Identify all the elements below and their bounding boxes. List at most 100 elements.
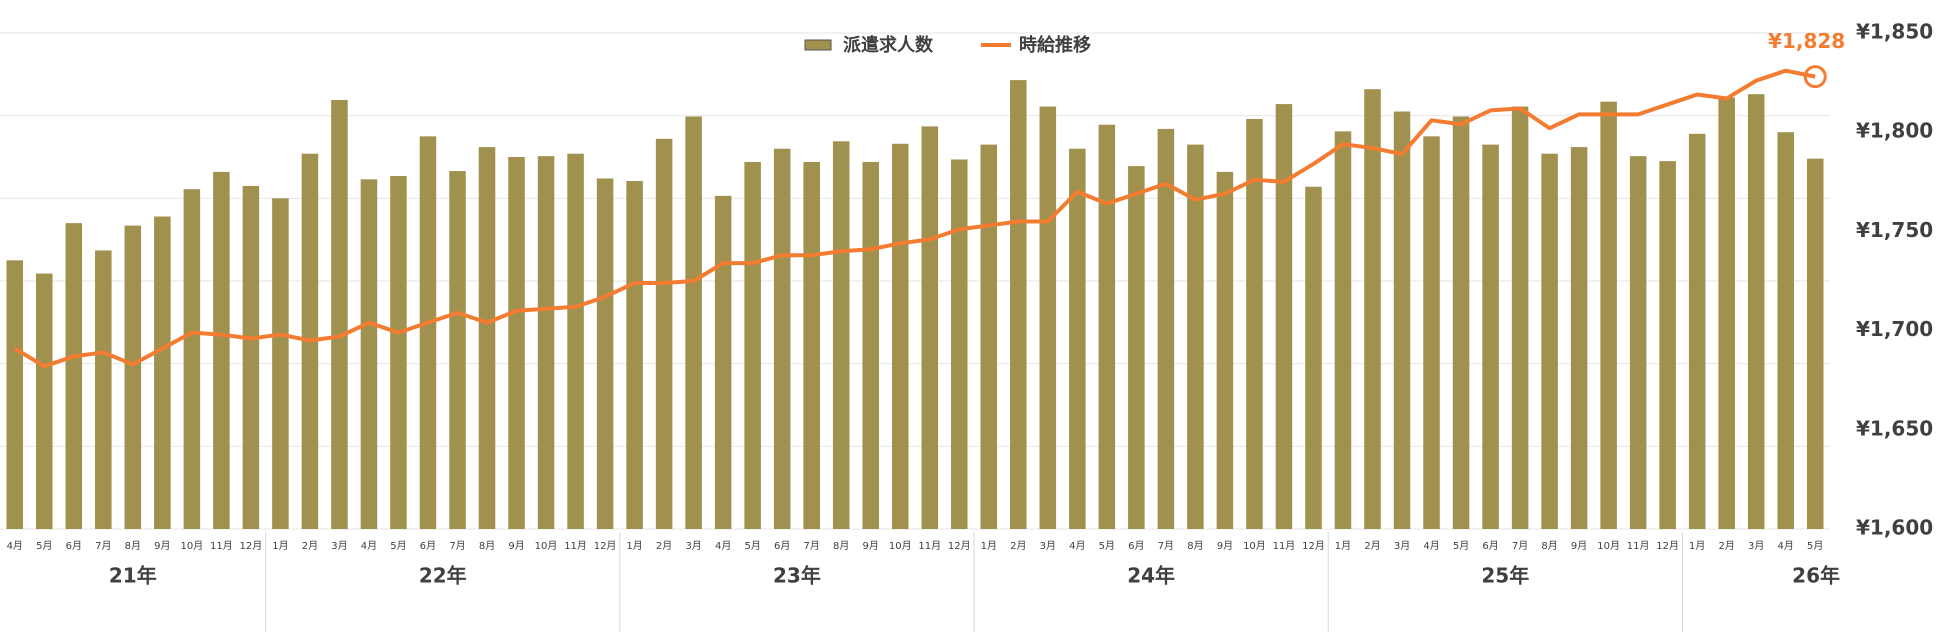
bar (449, 171, 466, 529)
bar (773, 148, 791, 529)
bar (1600, 101, 1617, 529)
x-tick-label: 5月 (1453, 540, 1469, 552)
x-tick-label: 9月 (508, 540, 524, 552)
bar (331, 99, 348, 530)
x-tick-label: 4月 (361, 540, 377, 552)
bar (1718, 97, 1735, 529)
x-tick-label: 8月 (1187, 540, 1203, 552)
end-marker (1803, 65, 1827, 89)
x-tick-label: 5月 (390, 540, 406, 552)
x-tick-label: 12月 (1302, 540, 1325, 552)
bar (537, 156, 555, 529)
bar (862, 161, 879, 529)
x-tick-label: 11月 (1273, 540, 1296, 552)
x-tick-label: 1月 (1689, 540, 1705, 552)
bar (655, 138, 673, 529)
x-tick-label: 1月 (1335, 540, 1351, 552)
x-tick-label: 4月 (715, 540, 731, 552)
bar (1806, 158, 1824, 530)
bar (1688, 133, 1706, 529)
bar (1039, 106, 1057, 529)
x-tick-label: 7月 (95, 540, 111, 552)
bar (508, 157, 525, 529)
x-tick-label: 3月 (685, 540, 701, 552)
bar (478, 147, 496, 529)
bar (1098, 124, 1116, 529)
x-tick-label: 11月 (1627, 540, 1650, 552)
bar (36, 273, 53, 529)
x-tick-label: 3月 (1748, 540, 1764, 552)
x-tick-label: 10月 (535, 540, 558, 552)
group-label: 23年 (773, 564, 821, 588)
x-tick-label: 5月 (1807, 540, 1823, 552)
bar (596, 178, 614, 529)
x-tick-label: 6月 (1482, 540, 1498, 552)
x-tick-label: 2月 (1364, 540, 1380, 552)
x-tick-label: 7月 (804, 540, 820, 552)
x-tick-label: 8月 (125, 540, 141, 552)
bar (1747, 94, 1765, 529)
group-label: 25年 (1481, 564, 1529, 588)
group-label: 26年 (1792, 564, 1840, 588)
x-tick-label: 8月 (479, 540, 495, 552)
x-tick-label: 2月 (1010, 540, 1026, 552)
bar (242, 185, 260, 529)
bar (154, 216, 171, 529)
x-tick-label: 3月 (1394, 540, 1410, 552)
y2-tick-label: ¥1,850 (1856, 20, 1933, 44)
bar (1216, 171, 1234, 529)
x-tick-label: 6月 (420, 540, 436, 552)
x-tick-label: 12月 (948, 540, 971, 552)
bar (1187, 144, 1204, 529)
x-tick-label: 10月 (1243, 540, 1266, 552)
bar (6, 260, 24, 529)
x-tick-label: 11月 (918, 540, 941, 552)
bar (1246, 118, 1263, 530)
bar (1423, 136, 1440, 530)
x-tick-label: 9月 (154, 540, 170, 552)
group-label: 21年 (109, 564, 157, 588)
group-label: 22年 (419, 564, 467, 588)
x-tick-label: 2月 (656, 540, 672, 552)
x-tick-label: 1月 (981, 540, 997, 552)
x-tick-label: 6月 (66, 540, 82, 552)
x-tick-label: 7月 (1158, 540, 1174, 552)
bar (1482, 144, 1499, 529)
bar (744, 161, 761, 529)
x-tick-label: 6月 (1128, 540, 1144, 552)
bar (1128, 166, 1145, 530)
x-tick-label: 8月 (833, 540, 849, 552)
bar (1541, 153, 1558, 529)
x-tick-label: 12月 (1656, 540, 1679, 552)
bar (1010, 80, 1027, 530)
bar (1393, 111, 1411, 530)
bar (980, 144, 998, 529)
x-tick-label: 1月 (272, 540, 288, 552)
x-tick-label: 5月 (36, 540, 52, 552)
bar (124, 225, 142, 529)
bar (951, 159, 968, 530)
bar (419, 136, 437, 530)
y2-tick-label: ¥1,800 (1856, 119, 1933, 143)
x-tick-label: 10月 (889, 540, 912, 552)
x-tick-label: 1月 (626, 540, 642, 552)
x-tick-label: 11月 (564, 540, 587, 552)
bar (1364, 89, 1381, 530)
bar (183, 189, 201, 530)
x-tick-label: 2月 (1719, 540, 1735, 552)
line (13, 68, 1816, 369)
x-tick-label: 7月 (449, 540, 465, 552)
bar (803, 161, 820, 529)
group-label: 24年 (1127, 564, 1175, 588)
bar (65, 223, 83, 529)
bar (626, 180, 643, 529)
legend-label: 時給推移 (1019, 34, 1091, 56)
x-tick-label: 11月 (210, 540, 233, 552)
x-tick-label: 8月 (1541, 540, 1557, 552)
x-tick-label: 10月 (1597, 540, 1620, 552)
bar (1777, 132, 1794, 529)
x-tick-label: 5月 (744, 540, 760, 552)
x-tick-label: 9月 (1217, 540, 1233, 552)
bar (213, 171, 230, 529)
